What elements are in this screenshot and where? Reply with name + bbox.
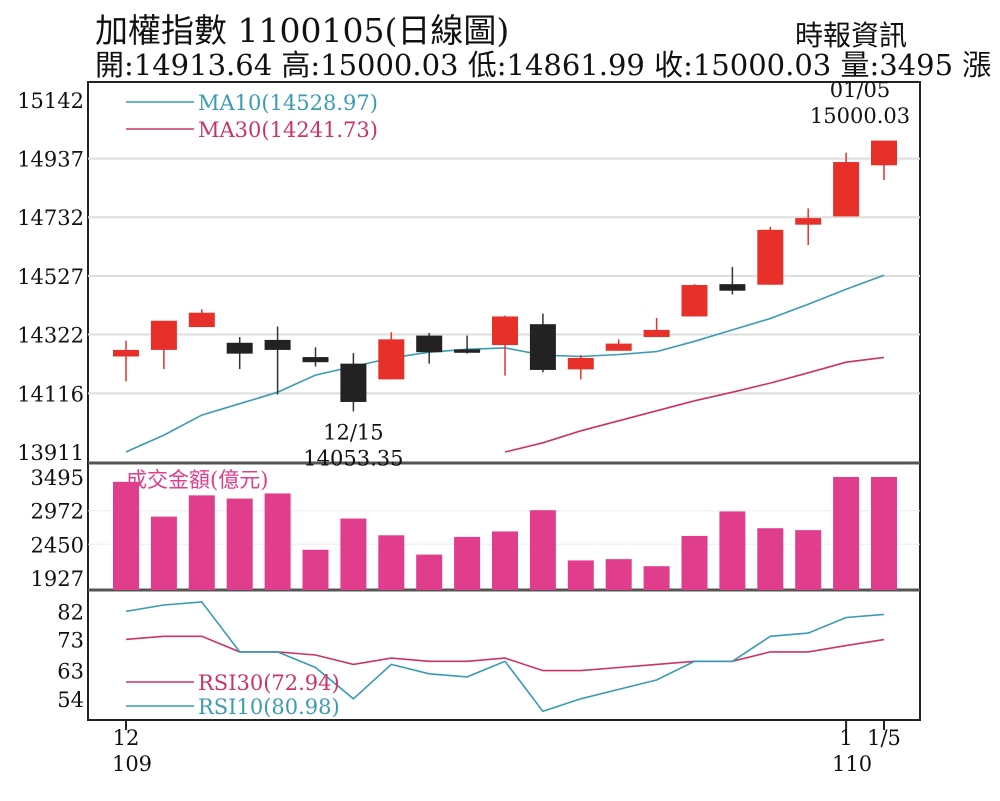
x-tick-sublabel: 109 <box>112 752 152 776</box>
candle-body <box>188 312 215 328</box>
volume-bar <box>302 549 329 590</box>
volume-bar <box>833 477 860 590</box>
volume-bar <box>150 516 177 590</box>
legend-label: MA30(14241.73) <box>198 118 378 142</box>
rsi10-line <box>125 601 885 713</box>
annotation-value: 15000.03 <box>810 104 910 128</box>
candle-body <box>833 162 860 217</box>
price-tick-label: 15142 <box>17 89 84 113</box>
x-tick-label: 1/5 <box>867 726 901 750</box>
volume-bar <box>529 510 556 590</box>
x-tick-label: 1 <box>839 726 852 750</box>
volume-bar <box>188 495 215 590</box>
candle-body <box>226 342 253 354</box>
rsi30-line <box>125 635 885 672</box>
volume-tick-label: 2450 <box>31 533 84 557</box>
volume-bar <box>340 518 367 590</box>
rsi-legend-label: RSI30(72.94) <box>198 671 340 695</box>
volume-bar <box>226 498 253 590</box>
rsi-legend-label: RSI10(80.98) <box>198 695 340 719</box>
volume-bar <box>492 531 518 590</box>
candle-body <box>795 218 822 225</box>
candle-body <box>150 320 177 350</box>
candle-body <box>681 285 708 317</box>
price-tick-label: 13911 <box>17 441 84 465</box>
price-tick-label: 14322 <box>17 323 84 347</box>
candle-body <box>378 339 405 380</box>
volume-bar <box>795 530 822 590</box>
annotation-value: 14053.35 <box>303 446 403 470</box>
price-tick-label: 14732 <box>17 206 84 230</box>
candle-body <box>719 284 746 291</box>
volume-bar <box>757 528 784 590</box>
candle-body <box>871 140 897 166</box>
volume-bar <box>719 511 746 590</box>
volume-tick-label: 3495 <box>31 466 84 490</box>
candle-body <box>757 229 784 285</box>
candle-body <box>605 343 632 351</box>
candle-body <box>567 357 594 370</box>
candle-body <box>643 329 670 338</box>
candle-body <box>492 316 518 346</box>
volume-title: 成交金額(億元) <box>126 468 268 492</box>
candle-body <box>340 363 367 402</box>
price-tick-label: 14116 <box>17 382 84 406</box>
rsi-tick-label: 63 <box>57 660 84 684</box>
x-tick-sublabel: 110 <box>832 752 872 776</box>
volume-bar <box>643 566 670 590</box>
rsi-tick-label: 73 <box>57 628 84 652</box>
x-tick-label: 12 <box>113 726 140 750</box>
source-label: 時報資訊 <box>795 19 908 52</box>
volume-bar <box>605 559 632 590</box>
candle-body <box>264 339 291 350</box>
annotation-date: 12/15 <box>323 420 384 444</box>
rsi-tick-label: 54 <box>57 688 84 712</box>
volume-bar <box>378 535 405 590</box>
volume-tick-label: 2972 <box>31 500 84 524</box>
rsi-tick-label: 82 <box>57 600 84 624</box>
volume-bar <box>681 535 708 590</box>
volume-bar <box>871 477 897 590</box>
candle-body <box>113 349 139 357</box>
annotation-date: 01/05 <box>830 78 891 102</box>
price-tick-label: 14527 <box>17 265 84 289</box>
candle-body <box>529 324 556 370</box>
volume-tick-label: 1927 <box>31 567 84 591</box>
volume-bar <box>264 493 291 590</box>
volume-bar <box>567 560 594 590</box>
volume-bar <box>454 536 481 590</box>
volume-bar <box>113 481 139 590</box>
ohlc-summary: 開:14913.64 高:15000.03 低:14861.99 收:15000… <box>95 48 1000 82</box>
price-tick-label: 14937 <box>17 148 84 172</box>
candle-body <box>302 357 329 363</box>
chart-frame <box>87 81 921 721</box>
chart-title: 加權指數 1100105(日線圖) <box>95 11 510 50</box>
ma30-line <box>504 356 885 453</box>
candle-body <box>454 349 481 353</box>
volume-bar <box>416 554 443 590</box>
legend-label: MA10(14528.97) <box>198 91 378 115</box>
candle-body <box>416 335 443 353</box>
